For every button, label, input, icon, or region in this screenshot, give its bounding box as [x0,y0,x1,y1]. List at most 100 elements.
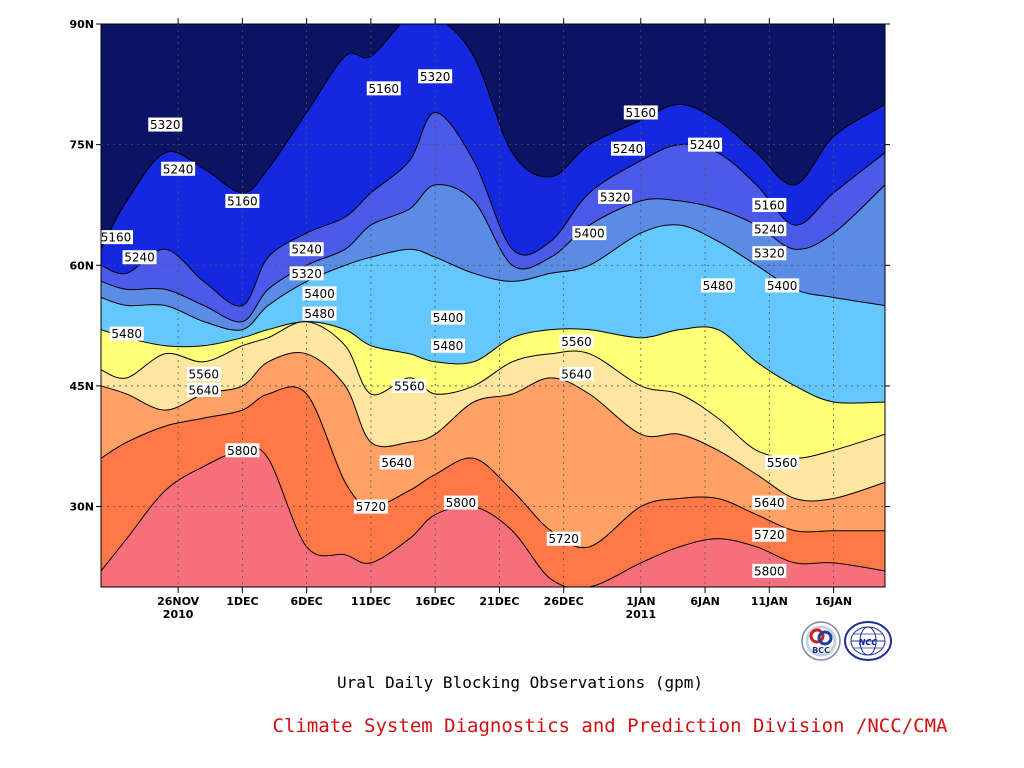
contour-label-bg [610,141,645,156]
ncc-logo: NCC [844,621,892,661]
contour-line-5160 [101,24,885,250]
contour-label: 5480 [433,339,464,353]
contour-label-bg [225,443,260,458]
contour-label-bg [598,189,633,204]
contour-label-bg [765,278,800,293]
contour-label: 5560 [561,335,592,349]
contour-label: 5320 [420,70,451,84]
contour-label-bg [559,366,594,381]
contour-label: 5640 [189,383,220,397]
contour-label: 5640 [561,367,592,381]
contour-label-bg [186,366,221,381]
contour-label-bg [572,226,607,241]
contour-label-bg [302,286,337,301]
contour-label: 5480 [703,279,734,293]
credit-line: Climate System Diagnostics and Predictio… [273,715,948,737]
x-tick-label: 1JAN [626,595,655,608]
contour-label-bg [225,193,260,208]
y-tick-label: 45N [69,380,94,393]
contour-label: 5400 [304,287,335,301]
contour-label-bg [148,117,183,132]
contour-label-bg [752,246,787,261]
contour-label-bg [122,250,157,265]
contour-label-bg [353,499,388,514]
contour-label-bg [186,382,221,397]
grid-lines [101,24,885,587]
y-tick-label: 30N [69,501,94,514]
x-tick-label: 26NOV [157,595,200,608]
contour-label: 5640 [381,456,412,470]
contour-label: 5720 [356,500,387,514]
contour-label: 5560 [767,456,798,470]
contour-label-bg [431,310,466,325]
contour-label-bg [765,455,800,470]
contour-label-bg [752,197,787,212]
contour-label: 5480 [111,327,142,341]
y-tick-label: 60N [69,259,94,272]
contour-label-bg [752,563,787,578]
contour-line-5720 [101,386,885,549]
contour-label: 5160 [227,194,258,208]
contour-label-bg [289,242,324,257]
chart-title: Ural Daily Blocking Observations (gpm) [337,673,703,692]
contour-label: 5800 [754,564,785,578]
contour-label-bg [289,266,324,281]
contour-label-bg [559,334,594,349]
contour-label: 5800 [227,444,258,458]
x-tick-label: 21DEC [479,595,519,608]
x-tick-label: 1DEC [226,595,258,608]
contour-line-5480 [101,321,885,404]
y-tick-label: 75N [69,139,94,152]
contour-label-bg [443,495,478,510]
contour-label-bg [99,230,133,245]
contour-label: 5240 [124,251,155,265]
contour-label-bg [418,69,453,84]
x-tick-label: 26DEC [544,595,584,608]
contour-label: 5240 [163,162,194,176]
contour-label-bg [700,278,735,293]
contour-label-bg [752,495,787,510]
contour-label: 5320 [600,190,631,204]
contour-label: 5640 [754,496,785,510]
x-tick-year: 2010 [163,608,194,621]
contour-label-bg [366,81,401,96]
contour-label-bg [379,455,414,470]
contour-line-5560 [101,321,885,459]
contour-label: 5560 [394,379,425,393]
plot-frame [100,23,886,588]
contour-label: 5160 [626,106,657,120]
contour-label-bg [688,137,723,152]
contour-line-5240 [101,111,885,307]
contour-label-bg [302,306,337,321]
y-tick-label: 90N [69,18,94,31]
x-tick-label: 11DEC [351,595,391,608]
contour-label: 5400 [433,311,464,325]
contour-label: 5160 [368,82,399,96]
contour-label: 5160 [101,231,132,245]
x-tick-label: 16DEC [415,595,455,608]
contour-label: 5480 [304,307,335,321]
ncc-logo-text: NCC [859,638,878,647]
contour-label: 5800 [446,496,477,510]
contour-line-5400 [101,224,885,331]
contour-label: 5240 [291,243,322,257]
x-tick-label: 16JAN [815,595,852,608]
contour-label-bg [752,222,787,237]
contour-line-5320 [101,184,885,323]
x-tick-label: 11JAN [751,595,788,608]
contour-label: 5320 [291,267,322,281]
bcc-logo: BCC [801,621,841,661]
contour-label-bg [623,105,658,120]
contour-label-bg [431,338,466,353]
contour-label: 5720 [548,532,579,546]
x-tick-label: 6JAN [690,595,719,608]
contour-label: 5560 [189,367,220,381]
contour-fills [101,24,885,587]
contour-line-5640 [101,352,885,502]
contour-label: 5240 [754,223,785,237]
contour-label: 5400 [574,227,605,241]
contour-labels: 5320 5240 5160 5160 5240 5160 5320 5240 5320 5400… [99,69,800,578]
contour-label: 5160 [754,198,785,212]
